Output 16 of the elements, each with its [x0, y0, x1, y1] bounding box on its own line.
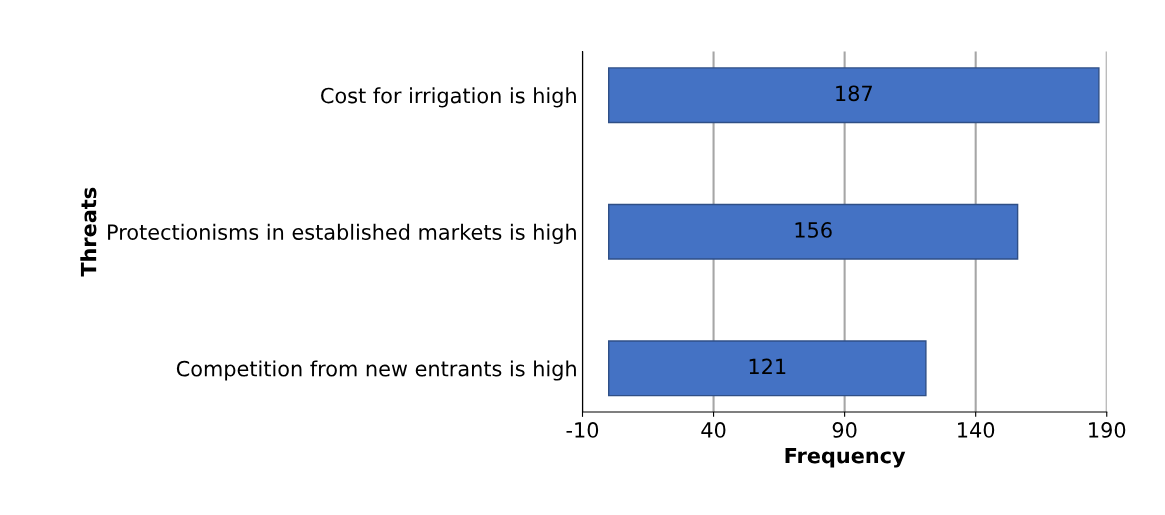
y-tick-label: Protectionisms in established markets is high — [108, 223, 576, 244]
y-axis-title: Threats — [80, 187, 97, 277]
bar — [608, 203, 1019, 260]
x-axis-title: Frequency — [785, 447, 906, 468]
x-tick-label: 90 — [832, 422, 857, 438]
x-tick-label: 40 — [701, 422, 726, 438]
data-label: 121 — [749, 358, 786, 375]
data-label: 156 — [795, 222, 832, 238]
y-tick-label: Cost for irrigation is high — [321, 87, 576, 108]
bar — [608, 67, 1100, 124]
x-tick-label: 190 — [1089, 422, 1126, 438]
x-tick-label: 140 — [958, 422, 995, 438]
bar — [608, 340, 927, 397]
x-tick-label: -10 — [566, 422, 599, 438]
data-label: 187 — [836, 85, 872, 102]
y-tick-label: Competition from new entrants is high — [176, 360, 576, 381]
